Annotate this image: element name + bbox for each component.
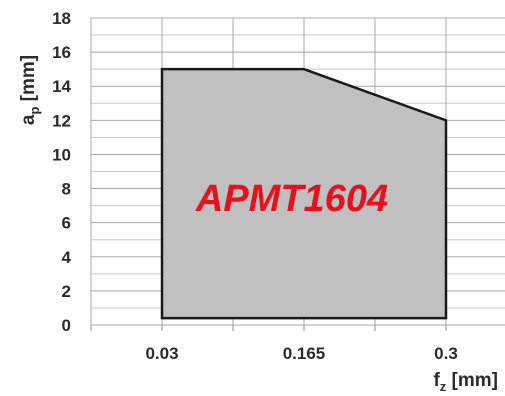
y-tick-label: 18 <box>52 9 71 28</box>
x-axis-symbol: f <box>433 370 440 391</box>
x-tick-label: 0.03 <box>145 344 178 363</box>
operating-region <box>160 67 448 320</box>
x-axis-ticks: 0.03 0.165 0.3 <box>145 344 457 363</box>
x-axis-unit: [mm] <box>446 370 498 391</box>
x-tick-label: 0.3 <box>434 344 458 363</box>
y-tick-label: 8 <box>62 180 71 199</box>
y-axis-symbol: a <box>18 114 39 125</box>
y-tick-label: 12 <box>52 111 71 130</box>
y-tick-label: 16 <box>52 43 71 62</box>
y-tick-label: 2 <box>62 282 71 301</box>
y-axis-subscript: p <box>27 107 42 115</box>
y-axis-label: ap [mm] <box>18 55 42 125</box>
y-tick-label: 6 <box>62 214 71 233</box>
region-label: APMT1604 <box>195 178 388 220</box>
y-tick-label: 14 <box>52 77 71 96</box>
y-tick-label: 4 <box>62 248 72 267</box>
y-axis-ticks: 0 2 4 6 8 10 12 14 16 18 <box>52 9 71 335</box>
y-tick-label: 0 <box>62 316 71 335</box>
y-axis-unit: [mm] <box>18 55 39 107</box>
y-tick-label: 10 <box>52 145 71 164</box>
x-tick-label: 0.165 <box>283 344 326 363</box>
x-axis-label: fz [mm] <box>433 370 498 394</box>
x-axis-subscript: z <box>440 379 447 394</box>
